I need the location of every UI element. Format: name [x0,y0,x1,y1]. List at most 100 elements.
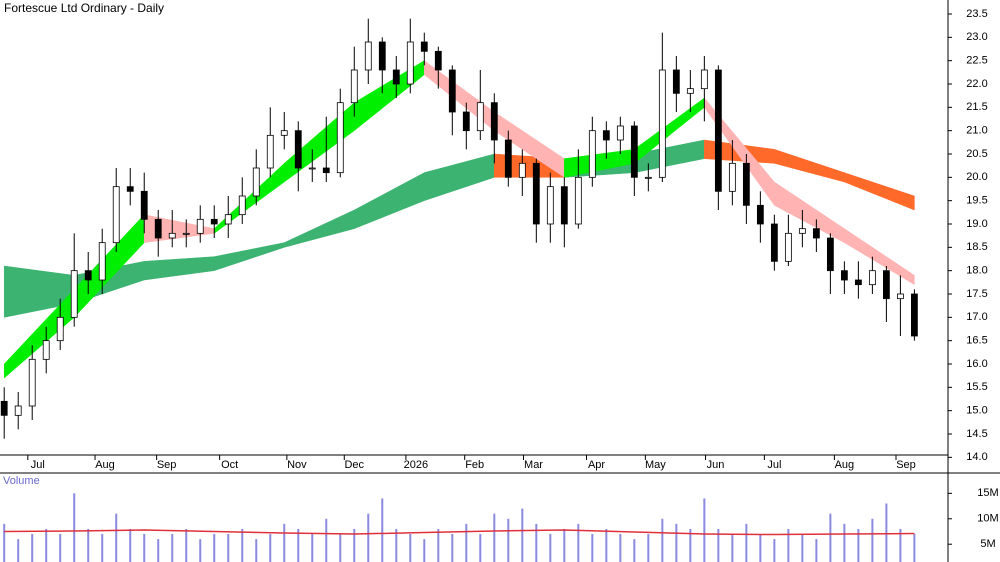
candle-body [686,88,694,94]
candle-body [420,41,428,52]
y-tick-label: 20.0 [966,171,987,183]
volume-bar [689,528,692,562]
volume-bar [339,534,342,562]
y-tick-label: 22.0 [966,78,987,90]
candle-body [84,270,92,281]
x-tick-label: Jun [707,459,725,471]
volume-bar [213,534,216,562]
volume-bar [563,528,566,562]
candle-body [882,270,890,300]
candle-body [728,162,736,192]
candle-body [42,340,50,360]
volume-bar [3,523,6,562]
volume-bar [535,523,538,562]
volume-bar [675,523,678,562]
x-tick-label: May [645,459,666,471]
candle-body [462,111,470,132]
candle-body [112,186,120,244]
y-tick-label: 20.5 [966,148,987,160]
x-tick-label: Jul [31,459,45,471]
candle-body [238,195,246,216]
y-tick-label: 17.5 [966,288,987,300]
candle-body [532,162,540,225]
x-tick-label: Apr [588,459,605,471]
candle-body [672,69,680,94]
volume-bar [45,528,48,562]
candle-body [574,176,582,225]
volume-bar [591,534,594,562]
volume-bar [87,528,90,562]
candle-body [280,130,288,136]
ribbon-segment [844,172,915,211]
volume-bar [717,528,720,562]
volume-bar [507,518,510,562]
x-tick-label: Jul [767,459,781,471]
candle-body [126,186,134,192]
candle-body [140,190,148,220]
candle-body [0,400,8,416]
volume-bar [465,523,468,562]
volume-bar [451,534,454,562]
candle-body [28,358,36,407]
candle-body [868,270,876,286]
candle-body [476,102,484,132]
volume-bar [143,534,146,562]
y-tick-label: 17.0 [966,311,987,323]
x-tick-label: 2026 [404,459,428,471]
volume-bar [815,539,818,562]
volume-bar [115,513,118,562]
candle-body [56,316,64,342]
volume-bar [577,523,580,562]
volume-bar [297,528,300,562]
ribbon-segment [844,228,915,286]
volume-bar [31,534,34,562]
candle-body [154,218,162,239]
volume-label: Volume [3,475,40,487]
volume-bar [199,539,202,562]
volume-bar [787,528,790,562]
y-tick-label: 19.0 [966,218,987,230]
candle-body [196,218,204,234]
candle-body [630,125,638,178]
volume-bar [913,534,916,562]
candle-body [406,41,414,85]
volume-bar [759,534,762,562]
volume-bar [605,528,608,562]
candle-body [434,50,442,71]
candle-body [490,102,498,141]
volume-bar [269,534,272,562]
ribbons [3,60,915,379]
candle-body [826,237,834,272]
candle-body [504,139,512,178]
volume-bar [773,539,776,562]
volume-bar [157,539,160,562]
volume-bar [521,508,524,562]
candle-body [770,223,778,262]
candle-body [700,69,708,90]
volume-bar [857,528,860,562]
volume-bar [381,498,384,562]
y-tick-label: 14.0 [966,451,987,463]
candle-body [546,186,554,225]
volume-bar [423,539,426,562]
x-tick-label: Sep [157,459,177,471]
candle-body [294,130,302,169]
volume-bar [311,534,314,562]
candle-body [98,242,106,281]
volume-bar [73,493,76,562]
candle-body [70,270,78,318]
candle-body [266,134,274,169]
candle-body [840,270,848,281]
volume-bar [409,534,412,562]
x-tick-label: Aug [835,459,855,471]
volume-bar [101,534,104,562]
y-tick-label: 14.5 [966,428,987,440]
x-tick-label: Sep [896,459,916,471]
volume-bar [479,534,482,562]
candle-body [210,218,218,225]
volume-bar [829,513,832,562]
volume-bar [549,534,552,562]
candles [0,18,918,439]
candle-body [658,69,666,178]
